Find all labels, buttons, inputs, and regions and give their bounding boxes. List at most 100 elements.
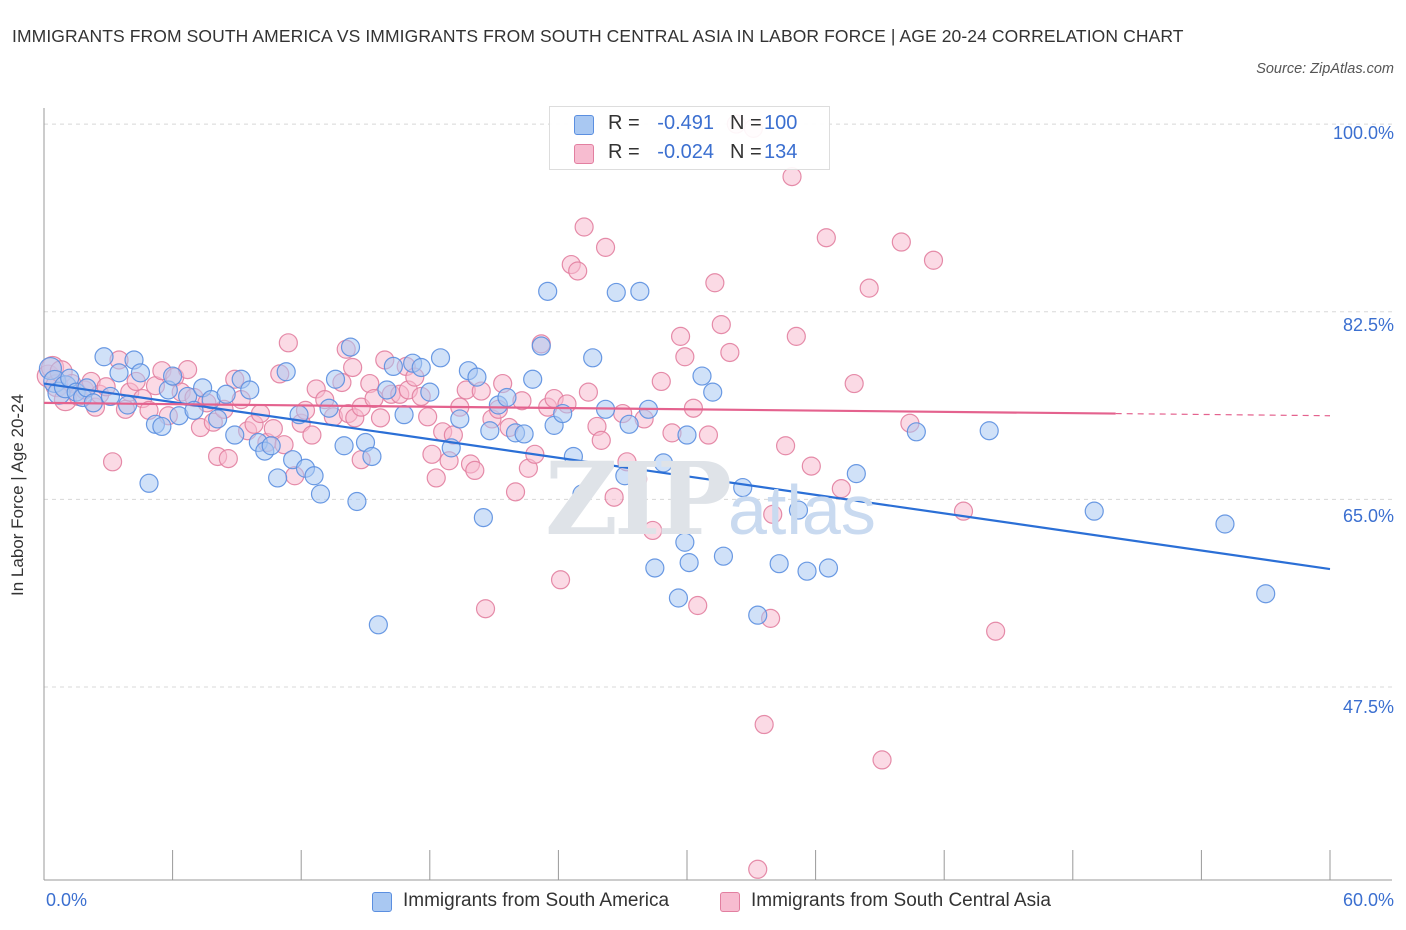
point-south-america xyxy=(675,532,695,552)
y-tick-label: 82.5% xyxy=(1342,315,1394,335)
point-south-central-asia xyxy=(102,452,123,472)
point-south-central-asia xyxy=(505,482,526,502)
point-south-america xyxy=(748,605,768,625)
y-tick-label: 47.5% xyxy=(1342,697,1394,717)
point-south-america xyxy=(645,558,665,578)
point-south-america xyxy=(240,380,260,400)
point-south-america xyxy=(310,484,331,504)
point-south-america xyxy=(788,500,809,520)
point-south-america xyxy=(467,367,487,387)
point-south-america xyxy=(677,425,697,445)
trend-line-south-america xyxy=(43,382,1331,571)
chart-source: Source: ZipAtlas.com xyxy=(1256,61,1394,77)
point-south-america xyxy=(692,366,712,386)
point-south-america xyxy=(163,366,183,386)
point-south-america xyxy=(383,356,403,377)
trend-line-south-central-asia xyxy=(43,401,1116,415)
point-south-central-asia xyxy=(550,570,571,590)
chart-title: IMMIGRANTS FROM SOUTH AMERICA VS IMMIGRA… xyxy=(12,26,1184,46)
point-south-america xyxy=(538,281,558,301)
point-south-central-asia xyxy=(418,407,438,427)
point-south-central-asia xyxy=(426,468,446,488)
point-south-central-asia xyxy=(775,436,796,456)
legend-swatch-blue xyxy=(574,115,594,135)
point-south-central-asia xyxy=(278,333,298,353)
point-south-america xyxy=(377,380,397,400)
legend-r-label: R = xyxy=(608,141,640,163)
point-south-central-asia xyxy=(748,859,768,879)
point-south-america xyxy=(679,553,699,573)
point-south-america xyxy=(630,281,650,301)
point-south-central-asia xyxy=(698,425,719,445)
point-south-central-asia xyxy=(670,326,691,346)
point-south-central-asia xyxy=(578,382,599,402)
point-south-america xyxy=(818,558,839,578)
point-south-central-asia xyxy=(891,232,911,252)
point-south-central-asia xyxy=(720,342,740,363)
point-south-america xyxy=(325,369,346,389)
point-south-central-asia xyxy=(574,217,594,237)
point-south-america xyxy=(347,491,367,512)
point-south-central-asia xyxy=(923,250,944,270)
point-south-america xyxy=(531,336,551,356)
watermark-atlas: atlas xyxy=(727,471,876,549)
point-south-america xyxy=(713,546,734,566)
point-south-america xyxy=(979,421,999,441)
point-south-central-asia xyxy=(859,278,879,298)
point-south-america xyxy=(261,436,281,456)
point-south-america xyxy=(411,357,431,378)
point-south-america xyxy=(668,588,689,608)
point-south-america xyxy=(394,405,414,425)
point-south-central-asia xyxy=(263,418,283,439)
point-south-central-asia xyxy=(465,460,485,481)
point-south-america xyxy=(208,409,228,429)
point-south-america xyxy=(769,554,789,574)
point-south-america xyxy=(619,414,639,434)
point-south-america xyxy=(703,382,723,402)
y-tick-label: 100.0% xyxy=(1332,123,1394,143)
legend-row-south-america: R = -0.491 N = 100 xyxy=(550,110,829,138)
point-south-america xyxy=(523,369,543,389)
point-south-central-asia xyxy=(816,228,836,248)
legend-r-label: R = xyxy=(608,112,640,134)
point-south-america xyxy=(572,484,592,504)
point-south-central-asia xyxy=(218,449,238,469)
trend-line-south-central-asia-extension xyxy=(1115,412,1331,417)
point-south-america xyxy=(1256,584,1276,604)
point-south-america xyxy=(94,347,114,367)
legend-swatch-pink xyxy=(720,892,740,912)
watermark-zip: ZIP xyxy=(545,440,732,558)
series-legend: Immigrants from South America Immigrants… xyxy=(0,888,1406,916)
legend-r-value: -0.491 xyxy=(657,112,714,134)
point-south-america xyxy=(268,468,288,488)
point-south-america xyxy=(216,384,236,404)
point-south-america xyxy=(430,348,451,368)
point-south-america xyxy=(139,473,159,493)
point-south-central-asia xyxy=(782,167,802,187)
point-south-central-asia xyxy=(595,237,616,257)
point-south-america xyxy=(362,446,382,467)
point-south-central-asia xyxy=(370,408,391,428)
point-south-central-asia xyxy=(844,373,864,394)
x-tick-label-min: 0.0% xyxy=(46,890,88,910)
point-south-central-asia xyxy=(643,520,663,541)
point-south-america xyxy=(152,416,172,437)
point-south-america xyxy=(276,362,296,382)
watermark: ZIPatlas xyxy=(545,440,876,558)
point-south-america xyxy=(334,436,354,456)
legend-item-south-central-asia: Immigrants from South Central Asia xyxy=(751,890,1051,911)
point-south-central-asia xyxy=(604,487,624,507)
correlation-legend: R = -0.491 N = 100 R = -0.024 N = 134 xyxy=(549,106,830,170)
y-tick-label: 65.0% xyxy=(1342,506,1394,526)
point-south-america xyxy=(117,395,138,415)
point-south-central-asia xyxy=(591,430,611,450)
point-south-america xyxy=(514,424,534,444)
point-south-america xyxy=(109,363,129,383)
point-south-america xyxy=(368,615,388,635)
point-south-america xyxy=(420,382,440,402)
point-south-america xyxy=(583,348,603,368)
point-south-central-asia xyxy=(801,456,821,476)
point-south-america xyxy=(225,425,245,445)
point-south-central-asia xyxy=(872,750,892,770)
